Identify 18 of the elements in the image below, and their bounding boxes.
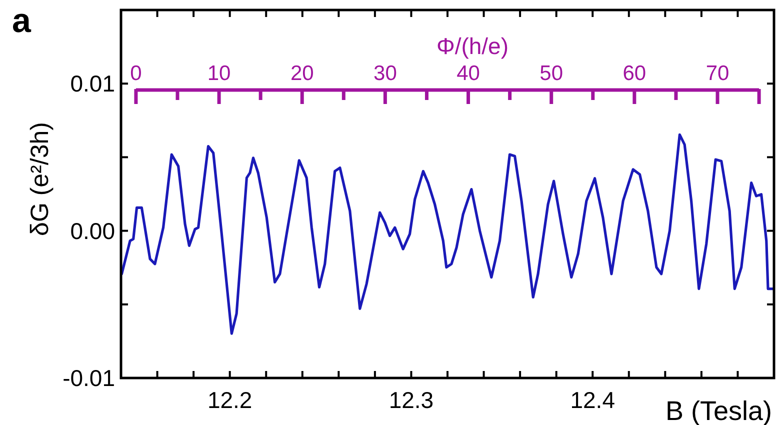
x2-tick-label: 0 xyxy=(130,62,142,85)
y-tick-label: 0.01 xyxy=(70,70,115,97)
y-axis-title: δG (e²/3h) xyxy=(26,122,54,236)
x-tick-label: 12.3 xyxy=(388,387,434,413)
x2-axis-title: Φ/(h/e) xyxy=(436,33,509,59)
text: a xyxy=(12,2,32,40)
y-tick-label: -0.01 xyxy=(62,365,115,391)
x-tick-label: 12.2 xyxy=(207,387,252,413)
x-tick-label: 12.4 xyxy=(570,387,616,413)
x2-tick-label: 40 xyxy=(456,62,480,85)
x2-tick-label: 10 xyxy=(207,62,231,85)
x2-tick-label: 20 xyxy=(290,62,314,85)
x2-tick-label: 30 xyxy=(374,62,397,85)
x2-tick-label: 60 xyxy=(622,62,646,85)
x2-tick-label: 70 xyxy=(706,62,730,85)
y-tick-label: 0.00 xyxy=(70,218,115,244)
x2-tick-label: 50 xyxy=(540,62,564,85)
line-series xyxy=(120,133,774,335)
